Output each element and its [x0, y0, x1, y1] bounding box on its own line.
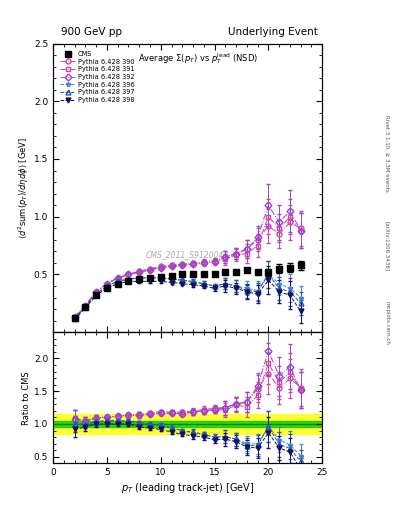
Y-axis label: Ratio to CMS: Ratio to CMS: [22, 371, 31, 424]
X-axis label: $p_T$ (leading track-jet) [GeV]: $p_T$ (leading track-jet) [GeV]: [121, 481, 254, 496]
Text: [arXiv:1306.3436]: [arXiv:1306.3436]: [385, 221, 389, 271]
Text: CMS_2011_S9120041: CMS_2011_S9120041: [146, 250, 229, 259]
Legend: CMS, Pythia 6.428 390, Pythia 6.428 391, Pythia 6.428 392, Pythia 6.428 396, Pyt: CMS, Pythia 6.428 390, Pythia 6.428 391,…: [59, 50, 136, 104]
Y-axis label: $\langle d^2 \mathrm{sum}(p_T)/d\eta d\phi \rangle$ [GeV]: $\langle d^2 \mathrm{sum}(p_T)/d\eta d\p…: [17, 137, 31, 239]
Bar: [53, 414, 322, 434]
Bar: [53, 421, 322, 428]
Text: Average $\Sigma(p_T)$ vs $p_T^{\mathrm{lead}}$ (NSD): Average $\Sigma(p_T)$ vs $p_T^{\mathrm{l…: [138, 51, 259, 66]
Text: 900 GeV pp: 900 GeV pp: [61, 27, 122, 37]
Text: Rivet 3.1.10, ≥ 3.3M events: Rivet 3.1.10, ≥ 3.3M events: [385, 115, 389, 192]
Text: mcplots.cern.ch: mcplots.cern.ch: [385, 301, 389, 345]
Text: Underlying Event: Underlying Event: [228, 27, 318, 37]
